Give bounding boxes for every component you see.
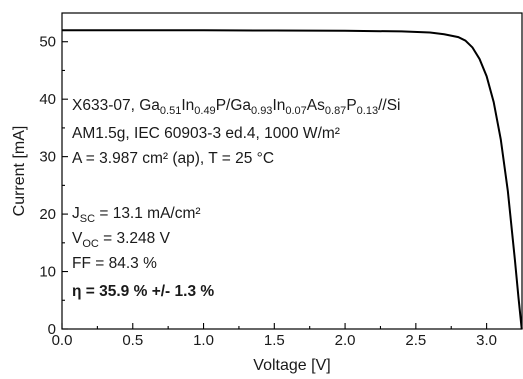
annotation-line: A = 3.987 cm² (ap), T = 25 °C <box>72 150 274 167</box>
annotation-line: X633-07, Ga0.51In0.49P/Ga0.93In0.07As0.8… <box>72 97 400 117</box>
y-tick-label: 40 <box>39 91 56 108</box>
annotation-line: FF = 84.3 % <box>72 255 157 272</box>
x-tick-label: 0.0 <box>52 332 73 349</box>
annotation-line: VOC = 3.248 V <box>72 230 171 250</box>
y-tick-label: 0 <box>48 321 56 338</box>
y-tick-label: 10 <box>39 264 56 281</box>
axis-tick-labels: 0.0 0.5 1.0 1.5 2.0 2.5 3.0 0 10 20 30 40 50 <box>39 34 497 349</box>
x-tick-label: 1.5 <box>264 332 285 349</box>
y-axis-title: Current [mA] <box>11 126 28 217</box>
plot-frame <box>61 12 523 330</box>
annotation-block: X633-07, Ga0.51In0.49P/Ga0.93In0.07As0.8… <box>72 97 400 300</box>
x-tick-label: 2.5 <box>405 332 426 349</box>
y-tick-label: 50 <box>39 34 56 51</box>
axis-ticks <box>61 41 488 330</box>
x-axis-title: Voltage [V] <box>253 357 330 374</box>
annotation-line: JSC = 13.1 mA/cm² <box>72 205 201 225</box>
x-tick-label: 3.0 <box>476 332 497 349</box>
x-tick-label: 0.5 <box>122 332 143 349</box>
y-tick-label: 30 <box>39 149 56 166</box>
x-tick-label: 1.0 <box>193 332 214 349</box>
iv-curve-line <box>62 29 523 330</box>
annotation-line: η = 35.9 % +/- 1.3 % <box>72 283 214 300</box>
x-tick-label: 2.0 <box>335 332 356 349</box>
y-tick-label: 20 <box>39 206 56 223</box>
annotation-line: AM1.5g, IEC 60903-3 ed.4, 1000 W/m² <box>72 125 340 142</box>
